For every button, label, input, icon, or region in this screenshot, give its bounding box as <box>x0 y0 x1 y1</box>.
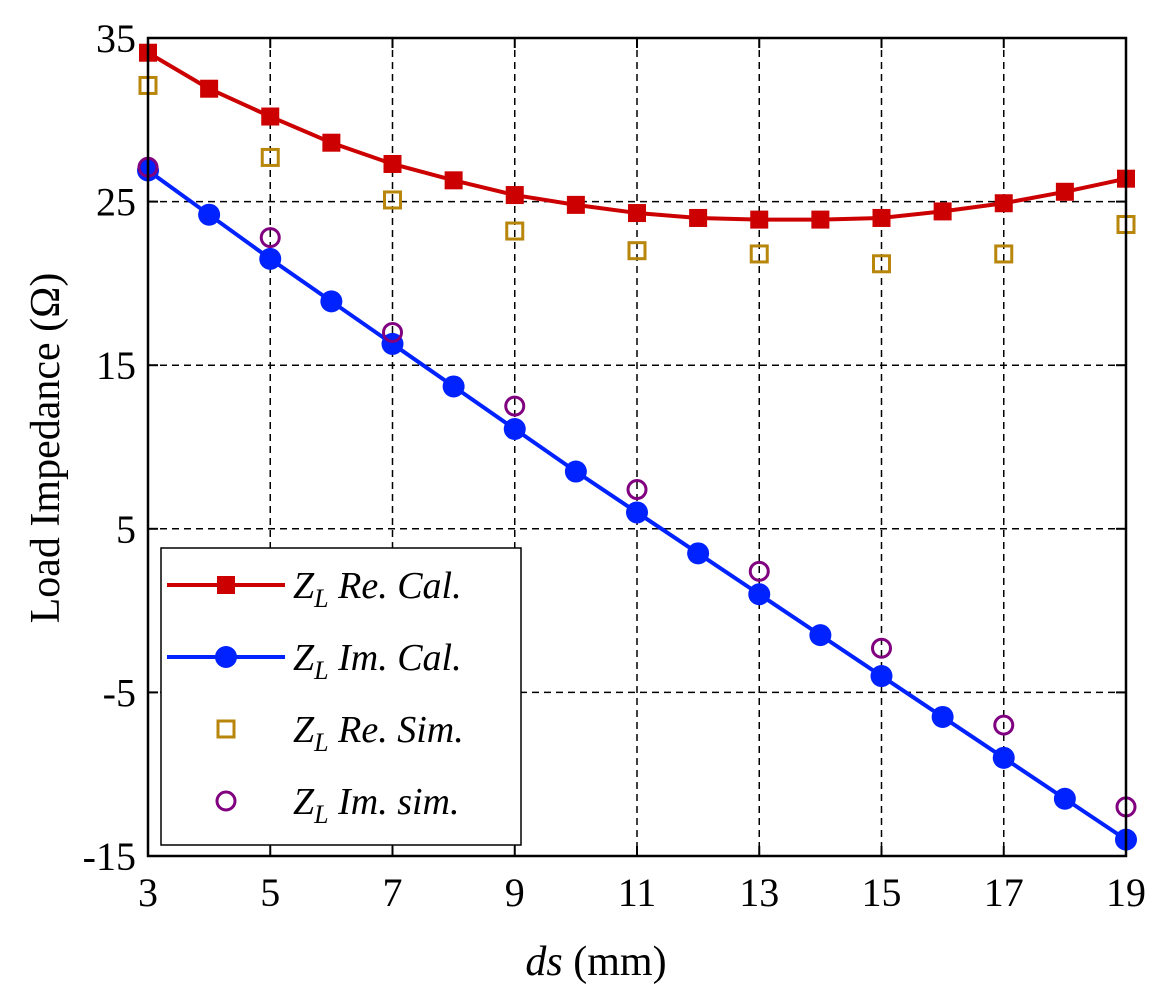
legend-label-im-sim: ZL Im. sim. <box>293 781 460 829</box>
data-point-re-sim <box>872 254 891 274</box>
data-point-im-sim <box>748 560 770 582</box>
x-tick-label: 5 <box>260 870 280 915</box>
data-point-im-sim <box>871 637 892 659</box>
legend-label-subscript: L <box>313 584 328 613</box>
data-point-im-sim <box>259 227 281 249</box>
data-point-re-cal <box>444 171 463 190</box>
data-point-im-cal <box>503 418 526 441</box>
data-point-re-cal <box>322 133 341 152</box>
data-point-im-cal <box>992 746 1015 769</box>
x-axis-label: ds (mm) <box>525 939 666 985</box>
legend-label-re-cal: ZL Re. Cal. <box>293 565 462 613</box>
legend-item-im-cal: ZL Im. Cal. <box>167 637 462 685</box>
data-point-re-cal <box>1055 182 1074 201</box>
data-point-re-cal <box>383 154 402 173</box>
data-point-re-sim <box>260 147 280 167</box>
y-tick-labels: 35 25 15 5 -5 -15 <box>83 16 136 879</box>
legend-marker-re-cal <box>217 576 235 594</box>
data-point-im-cal <box>748 583 771 606</box>
data-point-re-cal <box>200 79 219 98</box>
data-point-re-cal <box>628 204 646 223</box>
y-tick-label: -15 <box>83 834 136 879</box>
legend-item-re-sim: ZL Re. Sim. <box>216 709 464 757</box>
legend-box <box>160 547 522 846</box>
legend-label-re-sim: ZL Re. Sim. <box>293 709 464 757</box>
data-point-im-cal <box>259 247 282 270</box>
legend-label-rest: Im. sim. <box>329 781 460 823</box>
x-tick-label: 17 <box>984 870 1024 915</box>
data-point-re-cal <box>505 186 524 205</box>
legend-label-main: Z <box>293 637 315 679</box>
legend-label-main: Z <box>293 709 315 751</box>
x-tick-label: 13 <box>739 870 779 915</box>
legend-label-main: Z <box>293 565 315 607</box>
data-point-im-sim <box>504 395 526 417</box>
data-point-re-cal <box>750 210 769 229</box>
data-point-im-cal <box>687 542 710 565</box>
y-axis-label: Load Impedance (Ω) <box>23 273 69 624</box>
x-tick-label: 3 <box>138 870 158 915</box>
legend-marker-im-cal <box>215 646 237 668</box>
data-point-re-cal <box>261 107 280 126</box>
series-re-cal <box>139 43 1135 229</box>
x-axis-label-unit: (mm) <box>573 939 666 985</box>
legend-item-im-sim: ZL Im. sim. <box>215 781 460 829</box>
data-point-re-cal <box>994 194 1013 213</box>
data-point-re-sim <box>627 241 647 261</box>
x-tick-label: 15 <box>862 870 902 915</box>
data-point-im-cal <box>564 460 587 483</box>
legend-label-rest: Re. Sim. <box>329 709 464 751</box>
y-tick-label: 5 <box>116 507 136 552</box>
legend-label-subscript: L <box>313 656 328 685</box>
data-point-im-cal <box>1053 787 1076 810</box>
legend: ZL Re. Cal.ZL Im. Cal.ZL Re. Sim.ZL Im. … <box>160 547 522 846</box>
data-point-re-cal <box>566 195 585 214</box>
y-tick-label: 15 <box>96 343 136 388</box>
y-tick-label: -5 <box>103 670 136 715</box>
data-point-im-sim <box>382 321 403 343</box>
legend-label-subscript: L <box>313 800 328 829</box>
data-point-re-cal <box>872 208 891 227</box>
data-point-im-sim <box>626 479 648 501</box>
data-point-re-sim <box>505 221 525 241</box>
legend-marker-re-sim <box>216 719 236 739</box>
series-layer <box>137 43 1137 851</box>
data-point-im-cal <box>320 290 343 313</box>
x-tick-label: 11 <box>618 870 657 915</box>
legend-label-main: Z <box>293 781 315 823</box>
x-tick-label: 19 <box>1106 870 1146 915</box>
data-point-im-cal <box>870 665 893 688</box>
data-point-re-cal <box>933 202 952 221</box>
legend-label-im-cal: ZL Im. Cal. <box>293 637 462 685</box>
x-axis-label-symbol: ds <box>525 939 562 985</box>
x-tick-labels: 3 5 7 9 11 13 15 17 19 <box>138 870 1146 915</box>
data-point-im-cal <box>442 375 465 398</box>
data-point-re-sim <box>749 244 769 264</box>
legend-label-rest: Im. Cal. <box>329 637 462 679</box>
data-point-re-sim <box>383 190 402 210</box>
data-point-re-sim <box>994 244 1014 264</box>
legend-label-rest: Re. Cal. <box>329 565 462 607</box>
data-point-im-cal <box>809 624 832 647</box>
x-tick-label: 9 <box>505 870 525 915</box>
data-point-re-cal <box>811 210 830 229</box>
legend-label-subscript: L <box>313 728 328 757</box>
data-point-im-cal <box>931 705 954 728</box>
axis-ticks <box>147 37 1127 857</box>
data-point-im-cal <box>626 501 648 524</box>
legend-marker-im-sim <box>215 790 237 812</box>
data-point-im-cal <box>198 203 221 226</box>
x-tick-label: 7 <box>383 870 403 915</box>
data-point-re-cal <box>689 208 708 227</box>
legend-item-re-cal: ZL Re. Cal. <box>167 565 462 613</box>
data-point-im-sim <box>993 714 1015 736</box>
y-tick-label: 25 <box>96 180 136 225</box>
y-tick-label: 35 <box>96 16 136 61</box>
